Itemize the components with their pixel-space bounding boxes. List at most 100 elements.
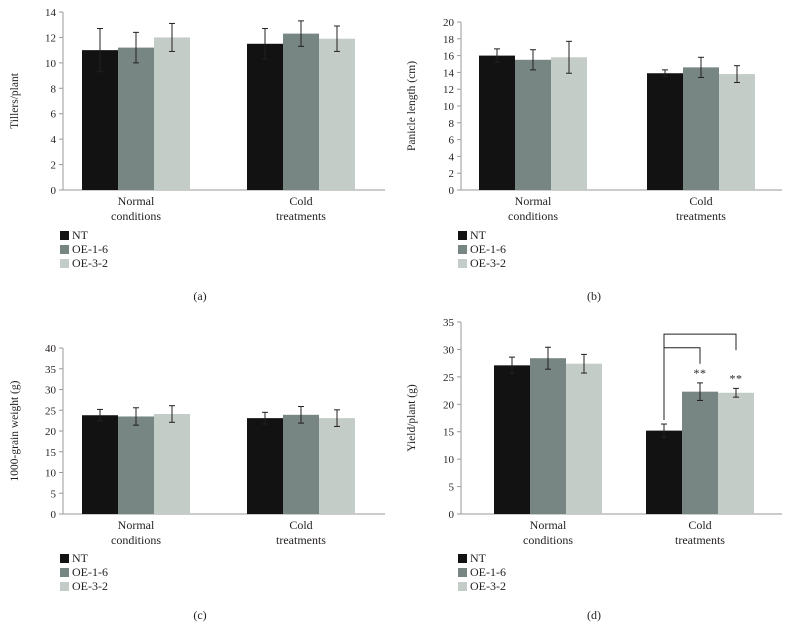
- bar-oe-3-2-cold: [319, 418, 355, 514]
- y-tick-label: 40: [45, 343, 57, 355]
- x-category-label: Cold: [289, 518, 312, 532]
- y-tick-label: 16: [443, 51, 455, 63]
- x-category-label: Normal: [118, 194, 155, 208]
- legend-swatch-oe-1-6: [458, 245, 467, 254]
- y-tick-label: 6: [449, 135, 455, 147]
- y-tick-label: 0: [51, 185, 57, 197]
- bar-nt-cold: [247, 418, 283, 514]
- y-tick-label: 0: [449, 509, 455, 521]
- y-axis-label: Panicle length (cm): [406, 61, 418, 151]
- y-tick-label: 10: [45, 58, 57, 70]
- x-category-label: conditions: [111, 533, 161, 547]
- legend-swatch-nt: [458, 231, 467, 240]
- y-tick-label: 35: [443, 317, 455, 329]
- y-tick-label: 2: [51, 160, 57, 172]
- legend-label-oe-1-6: OE-1-6: [72, 242, 108, 256]
- legend-swatch-oe-1-6: [60, 568, 69, 577]
- legend-swatch-nt: [60, 231, 69, 240]
- x-category-label: Cold: [689, 194, 712, 208]
- x-category-label: conditions: [111, 209, 161, 223]
- y-tick-label: 10: [443, 101, 455, 113]
- y-axis-label: 1000-grain weight (g): [9, 380, 21, 481]
- legend-label-oe-1-6: OE-1-6: [72, 565, 108, 579]
- y-tick-label: 35: [45, 364, 57, 376]
- y-tick-label: 18: [443, 34, 455, 46]
- legend-swatch-oe-3-2: [60, 259, 69, 268]
- panel-label: (b): [587, 289, 601, 303]
- legend-swatch-oe-1-6: [60, 245, 69, 254]
- bar-oe-3-2-normal: [154, 413, 190, 514]
- significance-label: **: [694, 366, 707, 380]
- bar-oe-3-2-normal: [551, 57, 587, 190]
- bar-nt-cold: [646, 430, 682, 514]
- bar-oe-3-2-normal: [566, 363, 602, 514]
- legend-swatch-oe-1-6: [458, 568, 467, 577]
- x-category-label: Cold: [289, 194, 312, 208]
- x-category-label: conditions: [523, 533, 573, 547]
- y-tick-label: 30: [443, 344, 455, 356]
- y-tick-label: 4: [449, 151, 455, 163]
- y-tick-label: 10: [45, 468, 57, 480]
- bar-nt-normal: [494, 365, 530, 514]
- chart-panel-a: 0 2 4 6 8 10 12 14 Tillers/plant Normalconditions…: [9, 7, 385, 303]
- chart-panel-c: 0 5 10 15 20 25 30 35 40 1000-grain weight (g) Nor…: [9, 343, 385, 622]
- x-category-label: Normal: [530, 518, 567, 532]
- y-tick-label: 6: [51, 109, 57, 121]
- y-tick-label: 8: [449, 118, 455, 130]
- y-tick-label: 25: [443, 372, 455, 384]
- legend-label-oe-1-6: OE-1-6: [470, 242, 506, 256]
- legend-label-oe-3-2: OE-3-2: [72, 256, 108, 270]
- significance-label: **: [730, 371, 743, 385]
- y-tick-label: 12: [443, 84, 454, 96]
- y-tick-label: 14: [443, 67, 455, 79]
- bar-nt-normal: [82, 50, 118, 191]
- bar-oe-1-6-cold: [682, 391, 718, 514]
- y-tick-label: 12: [45, 32, 56, 44]
- y-tick-label: 2: [449, 168, 455, 180]
- bar-oe-1-6-normal: [530, 358, 566, 514]
- panel-label: (a): [193, 289, 206, 303]
- legend-swatch-oe-3-2: [458, 582, 467, 591]
- legend-label-nt: NT: [470, 228, 487, 242]
- x-category-label: conditions: [508, 209, 558, 223]
- y-tick-label: 20: [45, 426, 57, 438]
- y-tick-label: 15: [443, 427, 455, 439]
- y-tick-label: 20: [443, 399, 455, 411]
- chart-panel-d: 0 5 10 15 20 25 30 35 Yield/plant (g) ** ** Normalc…: [406, 317, 782, 622]
- y-tick-label: 5: [449, 482, 455, 494]
- legend-swatch-oe-3-2: [458, 259, 467, 268]
- y-tick-label: 30: [45, 385, 57, 397]
- x-category-label: treatments: [276, 533, 326, 547]
- y-tick-label: 8: [51, 83, 57, 95]
- x-category-label: treatments: [676, 209, 726, 223]
- bar-oe-1-6-normal: [118, 47, 154, 190]
- y-tick-label: 15: [45, 447, 57, 459]
- bar-oe-3-2-cold: [719, 74, 755, 190]
- bar-nt-normal: [479, 55, 515, 190]
- legend-label-nt: NT: [470, 551, 487, 565]
- x-category-label: Normal: [118, 518, 155, 532]
- bar-oe-1-6-cold: [283, 414, 319, 514]
- legend-label-nt: NT: [72, 228, 89, 242]
- bar-nt-cold: [647, 73, 683, 190]
- significance-bracket: [663, 333, 737, 421]
- x-category-label: Cold: [688, 518, 711, 532]
- y-tick-label: 14: [45, 7, 57, 19]
- legend-label-oe-3-2: OE-3-2: [470, 579, 506, 593]
- bar-oe-3-2-normal: [154, 37, 190, 190]
- x-category-label: treatments: [675, 533, 725, 547]
- y-axis-label: Tillers/plant: [9, 72, 21, 129]
- y-tick-label: 25: [45, 405, 57, 417]
- bar-nt-normal: [82, 415, 118, 514]
- x-category-label: Normal: [515, 194, 552, 208]
- bar-oe-1-6-normal: [515, 59, 551, 190]
- y-tick-label: 5: [51, 488, 57, 500]
- legend-swatch-nt: [60, 554, 69, 563]
- bar-oe-1-6-cold: [683, 67, 719, 190]
- legend-label-oe-3-2: OE-3-2: [470, 256, 506, 270]
- legend-label-nt: NT: [72, 551, 89, 565]
- legend-swatch-nt: [458, 554, 467, 563]
- bar-oe-3-2-cold: [319, 38, 355, 191]
- y-axis-label: Yield/plant (g): [406, 384, 418, 452]
